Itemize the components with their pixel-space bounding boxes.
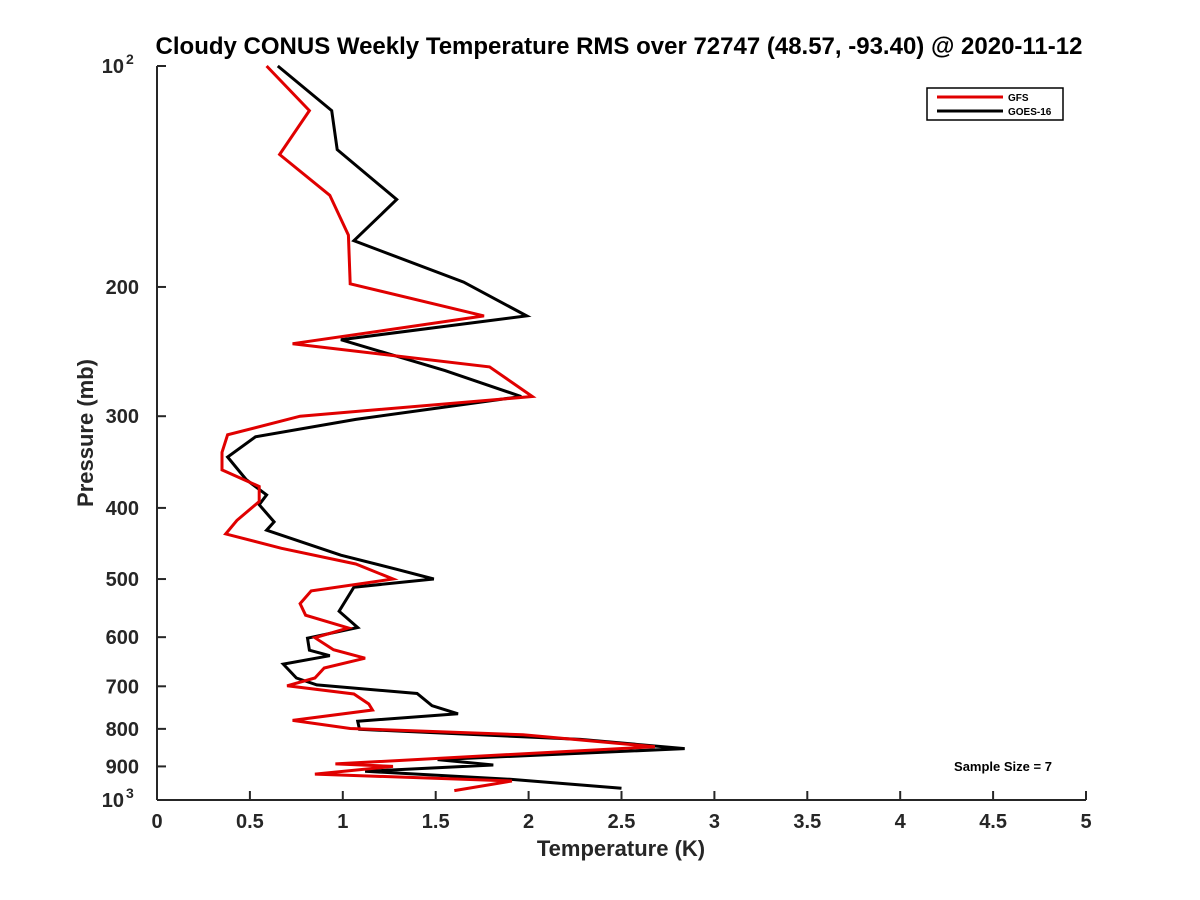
y-tick-exponent: 3 bbox=[126, 785, 134, 801]
y-axis-label: Pressure (mb) bbox=[73, 359, 98, 507]
x-tick-label: 5 bbox=[1080, 811, 1091, 833]
x-tick-label: 4 bbox=[895, 811, 907, 833]
y-tick-label: 900 bbox=[106, 756, 139, 778]
x-tick-label: 4.5 bbox=[979, 811, 1007, 833]
legend-box bbox=[926, 87, 1064, 121]
x-tick-label: 2 bbox=[523, 811, 534, 833]
y-tick-label: 500 bbox=[106, 569, 139, 591]
y-tick-label: 10 bbox=[102, 790, 124, 812]
x-tick-label: 0 bbox=[151, 811, 162, 833]
y-tick-base: 10 bbox=[102, 790, 124, 812]
legend-label-goes16: GOES-16 bbox=[1008, 107, 1052, 118]
chart-title: Cloudy CONUS Weekly Temperature RMS over… bbox=[156, 33, 1083, 60]
plot-area: 0 0.5 1 1.5 2 2.5 3 3.5 4 4.5 5 10 2200300400500600… bbox=[102, 51, 1092, 833]
y-tick-label: 700 bbox=[106, 676, 139, 698]
x-axis-ticks: 0 0.5 1 1.5 2 2.5 3 3.5 4 4.5 5 bbox=[151, 791, 1092, 833]
x-tick-label: 0.5 bbox=[236, 811, 264, 833]
y-tick-label: 10 bbox=[102, 56, 124, 78]
x-tick-label: 3 bbox=[709, 811, 720, 833]
x-tick-label: 3.5 bbox=[793, 811, 821, 833]
legend-label-gfs: GFS bbox=[1008, 93, 1029, 104]
y-tick-label: 300 bbox=[106, 406, 139, 428]
y-tick-base: 10 bbox=[102, 56, 124, 78]
legend: GFS GOES-16 bbox=[926, 87, 1064, 121]
series-line-goes16 bbox=[225, 64, 685, 790]
x-tick-label: 2.5 bbox=[608, 811, 636, 833]
x-axis-label: Temperature (K) bbox=[537, 836, 705, 861]
sample-size-note: Sample Size = 7 bbox=[954, 759, 1052, 774]
y-tick-label: 600 bbox=[106, 627, 139, 649]
series-lines bbox=[220, 64, 685, 793]
y-tick-label: 800 bbox=[106, 719, 139, 741]
y-tick-exponent: 2 bbox=[126, 51, 134, 67]
x-tick-label: 1.5 bbox=[422, 811, 450, 833]
y-tick-label: 200 bbox=[106, 277, 139, 299]
y-tick-label: 400 bbox=[106, 498, 139, 520]
series-line-gfs bbox=[220, 64, 656, 793]
x-tick-label: 1 bbox=[337, 811, 348, 833]
